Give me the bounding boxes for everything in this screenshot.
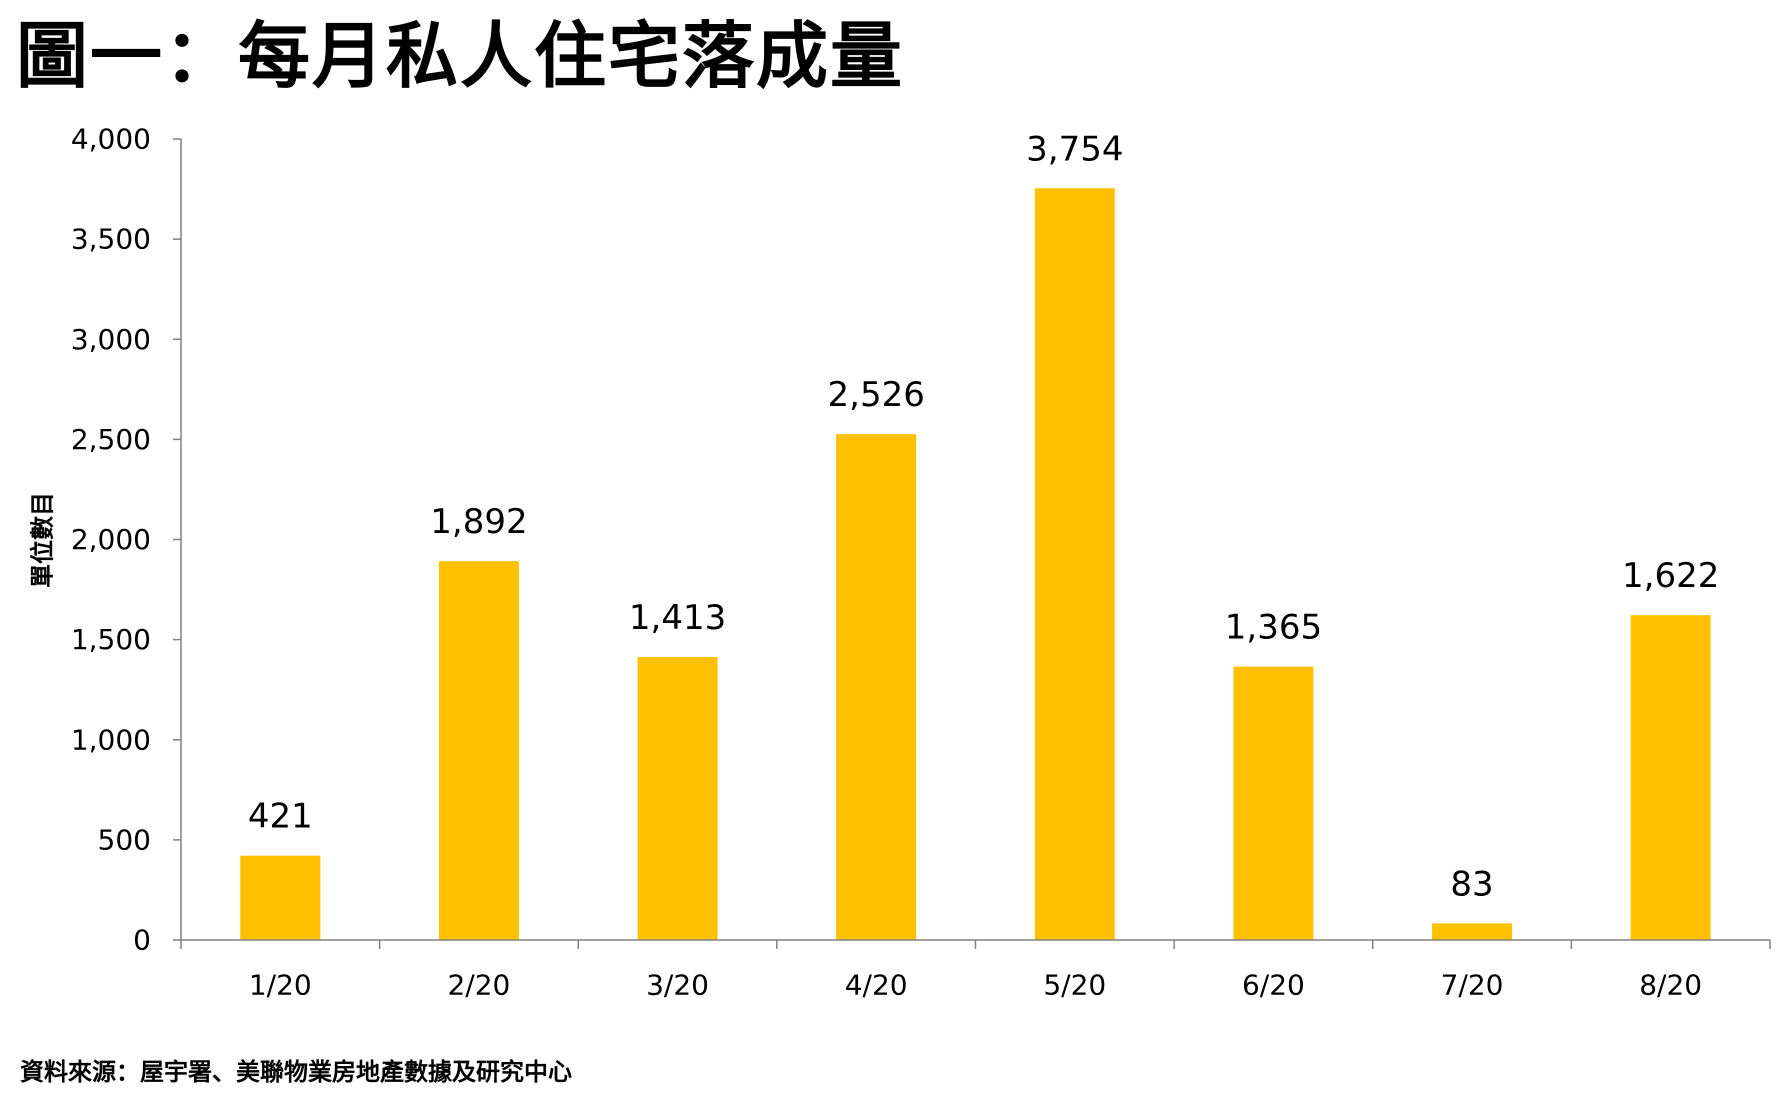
chart-title: 圖一：每月私人住宅落成量 <box>16 14 905 98</box>
y-tick-label: 2,000 <box>71 523 151 556</box>
bar <box>1432 923 1513 940</box>
x-tick-label: 8/20 <box>1639 969 1702 1002</box>
axes-layer <box>173 138 1771 949</box>
x-tick-label: 7/20 <box>1441 969 1504 1002</box>
x-tick-label: 4/20 <box>845 969 908 1002</box>
data-label: 421 <box>248 797 313 837</box>
data-label: 1,413 <box>629 598 726 638</box>
labels-layer: 0 500 1,000 1,500 2,000 2,500 3,000 3,500 4,000 4… <box>71 123 1720 1002</box>
source-note: 資料來源：屋宇署、美聯物業房地產數據及研究中心 <box>20 1058 572 1086</box>
y-tick-label: 2,500 <box>71 423 151 456</box>
x-tick-label: 5/20 <box>1043 969 1106 1002</box>
data-label: 83 <box>1450 864 1493 904</box>
x-tick-label: 6/20 <box>1242 969 1305 1002</box>
bar <box>240 855 321 940</box>
data-label: 1,622 <box>1622 556 1719 596</box>
bar <box>836 434 917 940</box>
x-tick-label: 2/20 <box>447 969 510 1002</box>
bar <box>1233 666 1314 940</box>
y-tick-label: 3,000 <box>71 323 151 356</box>
x-tick-label: 3/20 <box>646 969 709 1002</box>
bar <box>438 561 519 940</box>
data-label: 3,754 <box>1026 129 1123 169</box>
data-label: 1,892 <box>430 502 527 542</box>
data-label: 2,526 <box>828 375 925 415</box>
bar <box>1034 188 1115 941</box>
y-tick-label: 1,000 <box>71 723 151 756</box>
y-tick-label: 0 <box>133 924 151 957</box>
bars-layer <box>240 188 1711 941</box>
bar <box>1630 615 1711 940</box>
y-axis-title: 單位數目 <box>28 492 57 588</box>
y-tick-label: 4,000 <box>71 123 151 156</box>
y-tick-label: 1,500 <box>71 623 151 656</box>
y-tick-label: 3,500 <box>71 223 151 256</box>
x-tick-label: 1/20 <box>249 969 312 1002</box>
data-label: 1,365 <box>1225 608 1322 648</box>
y-tick-label: 500 <box>98 823 151 856</box>
bar <box>637 657 718 940</box>
